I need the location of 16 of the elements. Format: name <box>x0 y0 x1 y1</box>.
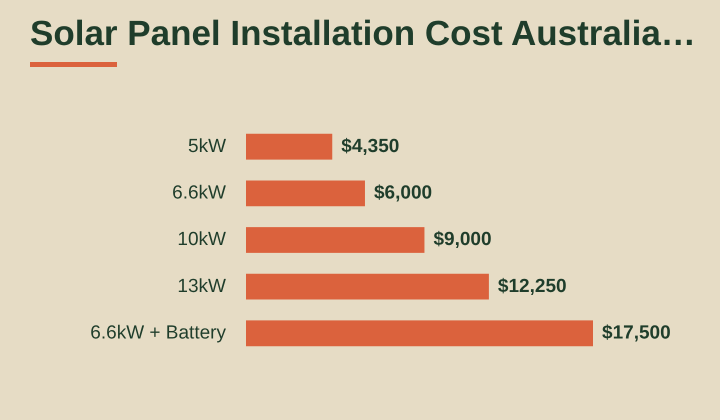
data-label: $6,000 <box>374 182 432 204</box>
y-tick-label: 6.6kW + Battery <box>90 322 226 344</box>
data-label: $17,500 <box>602 322 671 344</box>
y-tick-label: 6.6kW <box>172 182 226 204</box>
data-label: $4,350 <box>341 136 400 157</box>
bar <box>246 227 424 253</box>
data-label: $12,250 <box>498 276 567 297</box>
y-tick-label: 10kW <box>177 229 226 250</box>
chart-title: Solar Panel Installation Cost Australia… <box>30 14 696 54</box>
bar <box>246 134 332 160</box>
bar <box>246 274 489 300</box>
bar <box>246 320 593 346</box>
bar <box>246 180 365 206</box>
y-tick-label: 5kW <box>188 136 226 157</box>
y-tick-label: 13kW <box>177 276 226 297</box>
data-label: $9,000 <box>433 229 492 250</box>
